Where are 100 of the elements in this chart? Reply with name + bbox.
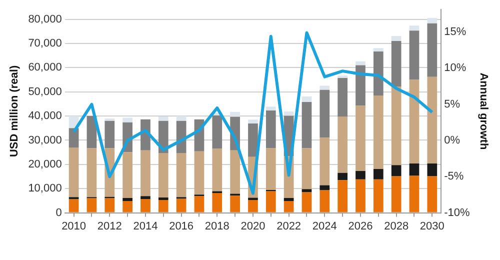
bar: [230, 150, 240, 194]
y-axis-title: USD million (real): [8, 65, 21, 158]
x-tick-label: 2018: [204, 220, 230, 232]
bar: [373, 48, 384, 52]
bar: [104, 198, 115, 212]
bar: [212, 192, 222, 212]
bar: [391, 176, 402, 212]
y-tick-label: 80,000: [28, 13, 62, 26]
bar: [373, 179, 384, 212]
bar: [158, 116, 168, 121]
bar: [248, 124, 258, 157]
bar: [302, 192, 312, 212]
bar: [373, 95, 384, 170]
bar: [122, 118, 132, 122]
x-tick-label: 2026: [348, 220, 373, 232]
x-tick-label: 2028: [384, 220, 409, 232]
bar: [338, 76, 348, 78]
bar: [158, 153, 168, 198]
bar: [391, 41, 402, 87]
y2-tick-label: 10%: [444, 62, 466, 74]
bar: [266, 148, 276, 190]
bar: [391, 36, 402, 42]
bar: [356, 170, 366, 180]
bar: [409, 80, 420, 164]
bar: [266, 110, 276, 148]
bar: [302, 189, 312, 192]
x-tick-label: 2016: [169, 220, 194, 232]
bar: [409, 163, 420, 176]
y-tick-label: 60,000: [28, 62, 62, 74]
bar: [409, 176, 420, 212]
bar: [320, 190, 330, 212]
bar: [194, 151, 204, 195]
y2-tick-label: 5%: [444, 98, 460, 110]
bar: [68, 199, 79, 212]
y2-tick-label: -10%: [444, 206, 470, 219]
bar: [284, 200, 294, 212]
y-tick-label: 70,000: [28, 38, 62, 50]
y-tick-label: 40,000: [28, 110, 62, 122]
bar: [338, 172, 348, 180]
bar: [427, 76, 438, 164]
bar: [302, 148, 312, 190]
bar: [122, 200, 132, 212]
x-tick-label: 2010: [62, 220, 86, 232]
bar: [427, 176, 438, 212]
bar: [194, 196, 204, 212]
bar: [284, 111, 294, 116]
y-tick-label: 30,000: [28, 134, 62, 146]
y-tick-label: 50,000: [28, 86, 62, 98]
x-tick-label: 2030: [420, 220, 444, 232]
bar: [338, 180, 348, 212]
y2-axis-title: Annual growth: [477, 72, 490, 150]
bar: [391, 165, 402, 176]
bar: [409, 26, 420, 31]
bar: [68, 147, 79, 198]
bar: [68, 128, 79, 148]
bar: [122, 152, 132, 198]
bar: [122, 198, 132, 201]
bar: [140, 150, 150, 196]
y-tick-label: 20,000: [28, 158, 62, 170]
bar: [266, 191, 276, 212]
bar: [320, 86, 330, 90]
bar: [302, 96, 312, 102]
bar: [212, 115, 222, 149]
bar: [427, 23, 438, 77]
bar: [356, 106, 366, 171]
bar: [158, 200, 168, 212]
bar: [373, 169, 384, 180]
bar: [338, 78, 348, 117]
bar: [338, 116, 348, 173]
x-tick-label: 2012: [97, 220, 122, 232]
bar: [104, 120, 115, 148]
bar: [320, 138, 330, 186]
x-tick-label: 2014: [133, 220, 158, 232]
bar: [230, 112, 240, 117]
bar: [140, 196, 150, 200]
bar: [266, 106, 276, 110]
bar: [140, 199, 150, 212]
bar: [427, 163, 438, 176]
bar: [176, 153, 186, 198]
bar: [356, 179, 366, 212]
bar: [320, 185, 330, 190]
bar: [104, 118, 115, 121]
bar: [356, 61, 366, 66]
bar: [356, 65, 366, 106]
x-tick-label: 2022: [276, 220, 302, 232]
x-tick-label: 2024: [312, 220, 337, 232]
bar: [86, 148, 97, 198]
y2-tick-label: 15%: [444, 26, 466, 38]
bar: [427, 18, 438, 24]
y2-tick-label: 0%: [444, 134, 460, 147]
bar: [176, 198, 186, 212]
bar: [248, 120, 258, 124]
bar: [176, 116, 186, 121]
y-tick-label: 10,000: [28, 182, 62, 195]
y2-tick-label: -5%: [444, 170, 464, 183]
bar: [248, 200, 258, 212]
bar: [284, 198, 294, 201]
bar: [212, 148, 222, 192]
y-tick-label: 0: [56, 206, 62, 219]
bar: [230, 196, 240, 212]
